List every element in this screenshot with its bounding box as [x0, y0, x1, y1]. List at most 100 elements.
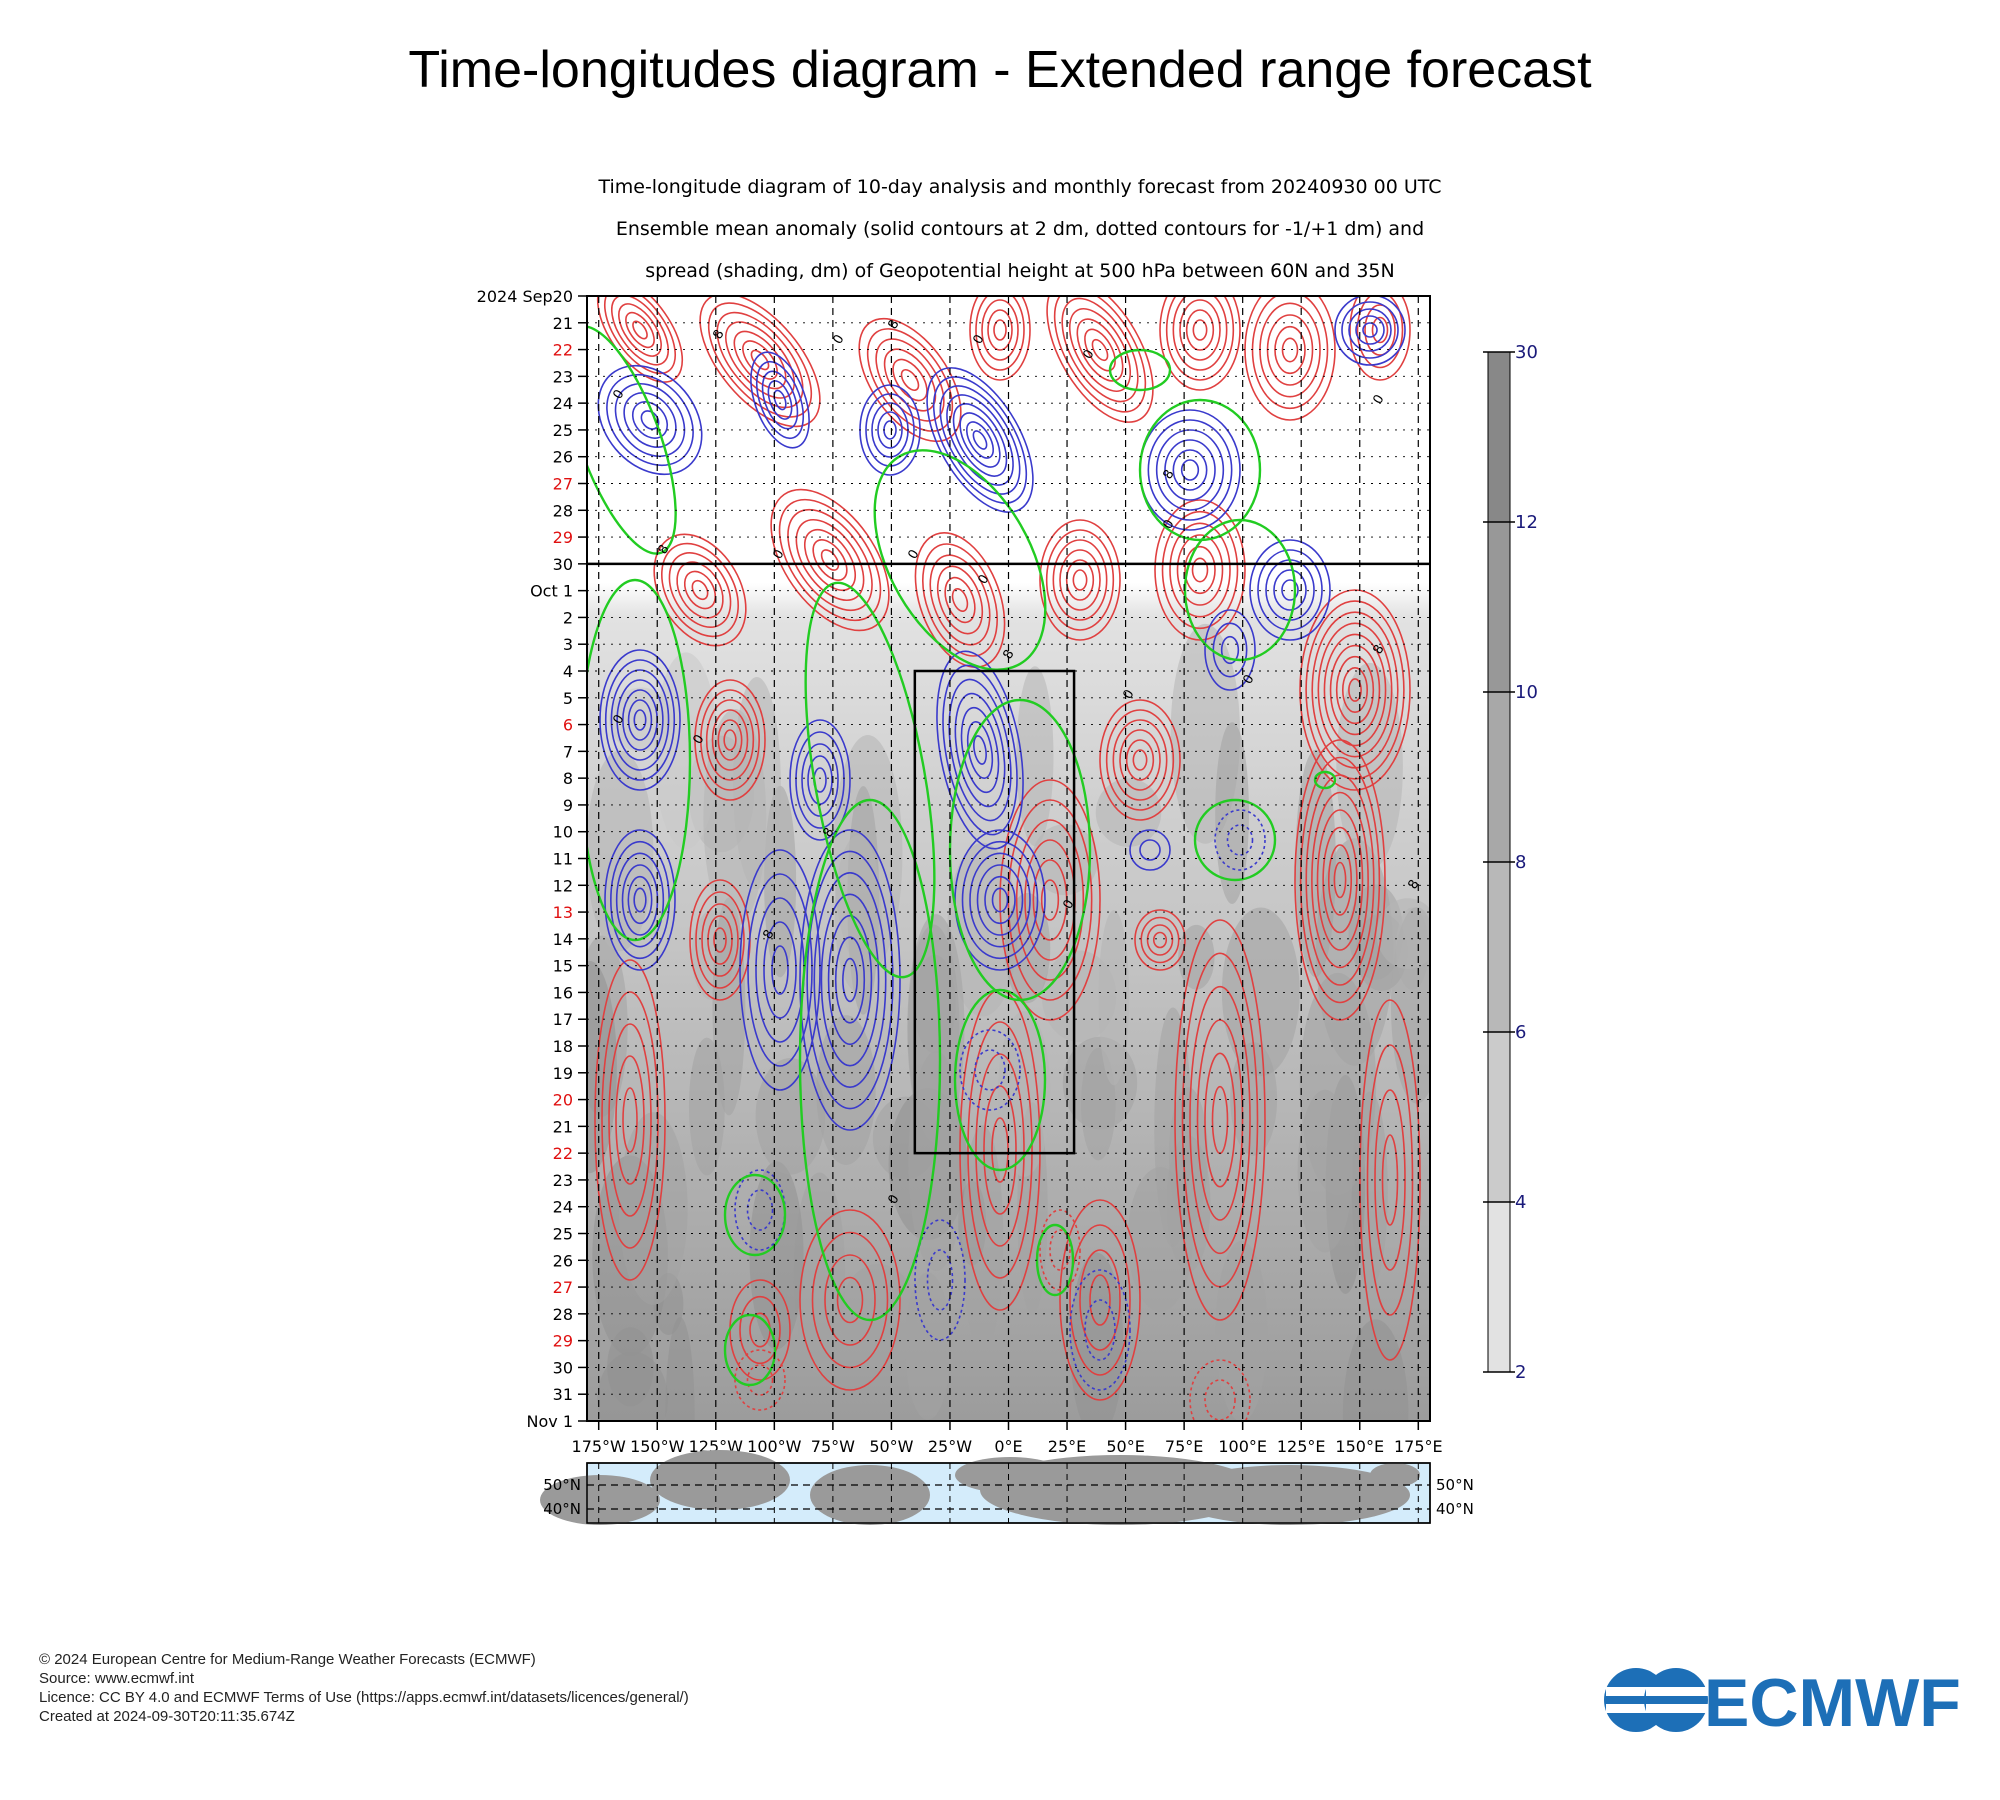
positive-contour	[1140, 916, 1180, 964]
spread-patch	[1178, 924, 1215, 990]
spread-patch	[1376, 898, 1430, 969]
positive-contour	[914, 532, 1006, 668]
positive-contour	[1185, 309, 1215, 351]
negative-contour	[1129, 829, 1171, 871]
spread-patch	[654, 652, 719, 850]
spread-patch	[1098, 910, 1130, 1086]
positive-contour	[611, 296, 669, 366]
negative-contour	[640, 410, 660, 430]
positive-contour	[705, 699, 755, 781]
positive-contour	[1196, 1019, 1244, 1221]
negative-contour	[747, 873, 813, 1067]
negative-contour	[763, 921, 797, 1019]
longitude-tick-label: 175°W	[572, 1437, 627, 1456]
dotted-contour	[746, 1189, 774, 1231]
positive-contour	[1105, 709, 1175, 811]
colorbar-tick-label: 6	[1515, 1022, 1526, 1043]
positive-contour	[858, 317, 962, 443]
negative-contour	[1147, 419, 1233, 521]
positive-contour	[1040, 879, 1060, 921]
copyright-text: © 2024 European Centre for Medium-Range …	[39, 1651, 536, 1668]
longitude-tick-label: 50°W	[869, 1437, 913, 1456]
positive-contour	[1191, 557, 1209, 583]
negative-contour	[834, 936, 866, 1024]
positive-contour	[701, 903, 739, 977]
negative-contour	[789, 719, 851, 841]
longitude-tick-label: 150°W	[630, 1437, 685, 1456]
dotted-contour	[1084, 1299, 1116, 1361]
date-tick-label: 28	[553, 501, 573, 520]
positive-contour	[739, 1295, 781, 1365]
negative-contour	[633, 709, 647, 731]
positive-contour	[1112, 719, 1168, 801]
page-title: Time-longitudes diagram - Extended range…	[408, 41, 1592, 99]
dotted-contour	[914, 1219, 966, 1341]
date-tick-label: 8	[563, 769, 573, 788]
date-tick-label: 24	[553, 394, 573, 413]
positive-contour	[717, 719, 743, 761]
date-tick-label: Nov 1	[527, 1412, 574, 1431]
date-tick-label: 9	[563, 796, 573, 815]
colorbar-bin	[1487, 861, 1511, 1033]
negative-contour	[1139, 839, 1161, 861]
map-inset: 50°N 50°N 40°N 40°N	[540, 1450, 1474, 1525]
inset-landmass	[1170, 1465, 1410, 1525]
colorbar-bin	[1487, 1031, 1511, 1203]
positive-contour	[1069, 1224, 1131, 1376]
positive-contour	[601, 991, 659, 1249]
negative-contour	[627, 875, 653, 925]
positive-contour	[1072, 569, 1088, 591]
date-tick-label: 2024 Sep20	[477, 287, 573, 306]
positive-contour	[1119, 729, 1161, 791]
positive-contour	[1335, 655, 1375, 725]
dotted-contour	[1204, 1379, 1236, 1421]
date-tick-label: Oct 1	[530, 582, 573, 601]
negative-contour	[1341, 301, 1399, 359]
colorbar-tick-label: 10	[1515, 682, 1538, 703]
positive-contour	[1381, 1134, 1399, 1226]
positive-contour	[632, 320, 648, 340]
date-tick-label: 25	[553, 1225, 573, 1244]
positive-contour	[1059, 549, 1101, 611]
negative-contour	[597, 364, 703, 476]
positive-contour	[944, 576, 976, 624]
date-tick-label: 28	[553, 1305, 573, 1324]
spread-patch	[816, 1015, 876, 1165]
dotted-contour	[746, 1364, 774, 1396]
longitude-tick-label: 125°E	[1277, 1437, 1326, 1456]
source-link[interactable]: Source: www.ecmwf.int	[39, 1670, 195, 1687]
positive-contour	[694, 679, 766, 801]
positive-contour	[1099, 699, 1181, 821]
date-tick-label: 26	[553, 448, 573, 467]
positive-contour	[1281, 337, 1299, 363]
positive-contour	[795, 518, 865, 602]
negative-contour	[761, 370, 799, 430]
negative-contour	[1257, 549, 1323, 631]
date-tick-label: 18	[553, 1037, 573, 1056]
date-tick-label: 14	[553, 930, 573, 949]
longitude-tick-label: 25°E	[1048, 1437, 1086, 1456]
positive-contour	[1174, 919, 1266, 1321]
positive-contour	[866, 328, 954, 432]
negative-contour	[799, 829, 901, 1131]
date-tick-label: 5	[563, 689, 573, 708]
negative-contour	[1180, 459, 1200, 481]
dotted-contour	[734, 1349, 786, 1411]
negative-contour	[767, 380, 793, 420]
positive-contour	[713, 927, 727, 953]
positive-contour	[999, 779, 1101, 1021]
colorbar-bin	[1487, 521, 1511, 693]
positive-contour	[1076, 318, 1124, 382]
dotted-contour	[1039, 1209, 1081, 1291]
footer: © 2024 European Centre for Medium-Range …	[39, 1650, 689, 1726]
negative-contour	[960, 706, 1000, 794]
spread-patch	[1095, 778, 1162, 847]
ecmwf-logo[interactable]: ECMWF	[1596, 1660, 1976, 1745]
positive-contour	[967, 1021, 1033, 1279]
date-tick-label: 26	[553, 1251, 573, 1270]
ecmwf-logo-icon	[1604, 1668, 1712, 1732]
zero-contour	[804, 581, 936, 979]
positive-contour	[1329, 644, 1381, 736]
positive-contour	[987, 309, 1013, 351]
